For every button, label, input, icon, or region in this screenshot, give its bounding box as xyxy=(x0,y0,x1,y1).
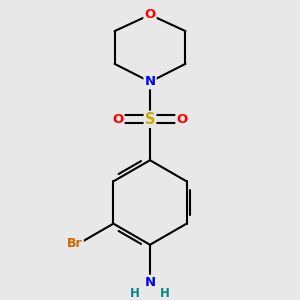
Text: H: H xyxy=(130,287,140,300)
Text: O: O xyxy=(176,113,188,126)
Text: N: N xyxy=(144,75,156,88)
Text: N: N xyxy=(144,276,156,289)
Text: Br: Br xyxy=(67,237,83,250)
Text: O: O xyxy=(144,8,156,21)
Text: H: H xyxy=(160,287,170,300)
Text: S: S xyxy=(145,112,155,127)
Text: O: O xyxy=(112,113,124,126)
